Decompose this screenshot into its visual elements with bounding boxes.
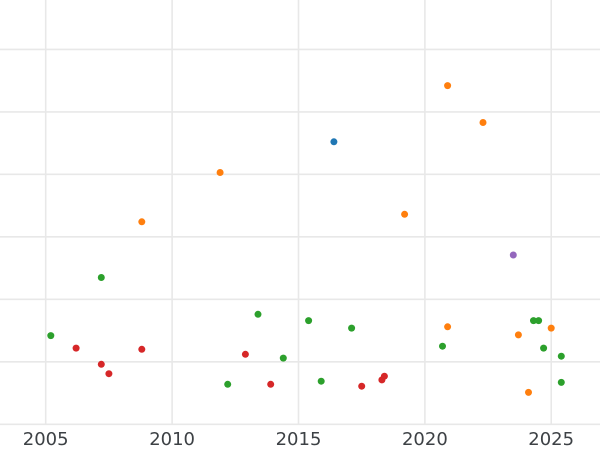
data-point [444, 82, 452, 90]
data-point [530, 317, 537, 325]
data-point [479, 119, 487, 126]
x-tick-label: 2025 [528, 429, 574, 450]
data-point [547, 324, 555, 332]
data-point [254, 310, 262, 318]
data-point [439, 342, 446, 350]
x-tick-label: 2005 [23, 429, 69, 450]
data-point [279, 354, 287, 362]
data-point [97, 360, 105, 368]
data-point [241, 350, 249, 358]
data-point [358, 382, 366, 390]
data-point [305, 317, 313, 325]
data-point [401, 210, 409, 218]
data-point [509, 251, 517, 259]
data-point [557, 352, 565, 360]
x-tick-label: 2010 [149, 429, 195, 450]
data-point [97, 274, 105, 281]
data-point [105, 370, 113, 378]
data-point [514, 331, 522, 339]
data-point [317, 377, 325, 385]
data-point [72, 344, 80, 352]
data-point [348, 324, 356, 332]
data-point [138, 345, 146, 353]
data-point [535, 317, 543, 325]
data-point [444, 323, 452, 331]
data-point [138, 218, 146, 226]
x-tick-label: 2015 [276, 429, 322, 450]
data-point [380, 372, 388, 380]
data-point [224, 380, 232, 388]
data-point [525, 388, 532, 396]
data-point [540, 344, 548, 352]
data-point [557, 378, 565, 386]
data-point [267, 380, 275, 388]
data-point [216, 169, 224, 176]
x-tick-label: 2020 [402, 429, 448, 450]
data-point [47, 332, 55, 340]
data-point [330, 138, 338, 146]
